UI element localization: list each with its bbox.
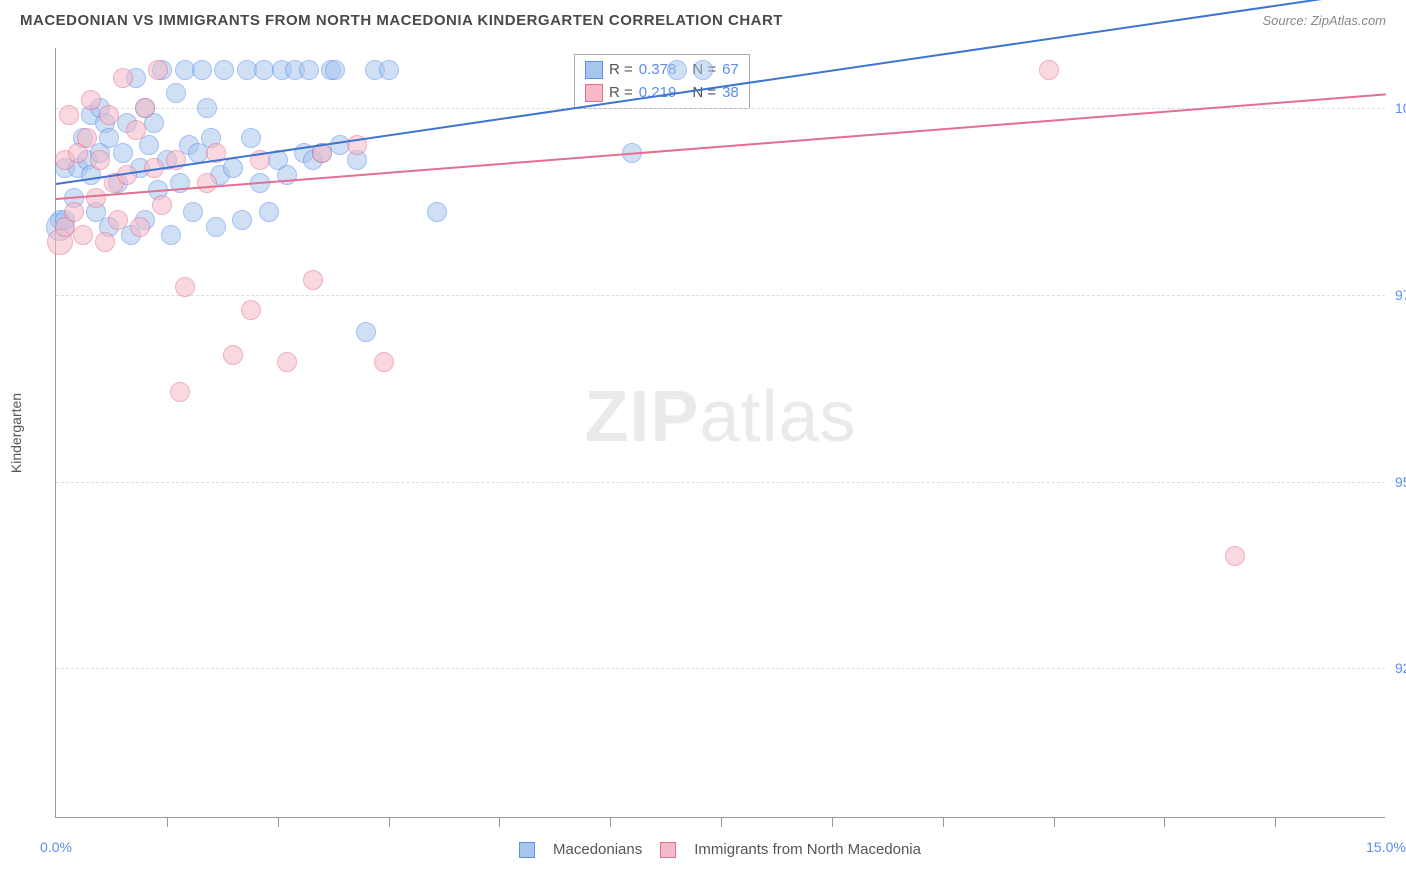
scatter-point [192,60,212,80]
scatter-point [108,210,128,230]
scatter-point [223,158,243,178]
scatter-point [374,352,394,372]
scatter-point [223,345,243,365]
legend-row: R =0.219N =38 [585,82,739,105]
x-tick [610,817,611,827]
scatter-point [1039,60,1059,80]
legend-n-label: N = [692,82,716,105]
legend-series-label: Macedonians [553,841,642,858]
scatter-point [299,60,319,80]
x-tick [1275,817,1276,827]
x-tick [499,817,500,827]
scatter-point [135,98,155,118]
scatter-point [99,105,119,125]
gridline [56,668,1385,669]
x-tick [832,817,833,827]
chart-title: MACEDONIAN VS IMMIGRANTS FROM NORTH MACE… [20,12,783,29]
scatter-point [379,60,399,80]
watermark: ZIPatlas [584,376,856,458]
scatter-point [356,322,376,342]
scatter-point [81,90,101,110]
scatter-point [161,225,181,245]
scatter-point [197,173,217,193]
legend-swatch [585,84,603,102]
y-tick-label: 95.0% [1395,474,1406,490]
gridline [56,482,1385,483]
gridline [56,295,1385,296]
scatter-point [139,135,159,155]
scatter-point [259,202,279,222]
scatter-point [1225,546,1245,566]
scatter-point [64,202,84,222]
y-tick-label: 92.5% [1395,660,1406,676]
scatter-point [152,195,172,215]
x-tick [1054,817,1055,827]
x-tick [167,817,168,827]
scatter-point [667,60,687,80]
legend-swatch [660,842,676,858]
scatter-point [175,277,195,297]
legend-r-label: R = [609,59,633,82]
scatter-point [86,188,106,208]
legend-swatch [519,842,535,858]
scatter-point [241,128,261,148]
x-tick [943,817,944,827]
scatter-point [59,105,79,125]
scatter-point [277,352,297,372]
scatter-point [73,225,93,245]
y-tick-label: 97.5% [1395,287,1406,303]
legend-series-label: Immigrants from North Macedonia [694,841,921,858]
scatter-point [170,382,190,402]
scatter-point [427,202,447,222]
legend-row: R =0.378N =67 [585,59,739,82]
x-tick-label: 15.0% [1366,839,1406,855]
legend-n-value: 67 [722,59,739,82]
x-tick [278,817,279,827]
scatter-point [95,232,115,252]
y-axis-label: Kindergarten [8,392,24,472]
scatter-point [303,270,323,290]
scatter-point [126,120,146,140]
chart-container: Kindergarten ZIPatlas R =0.378N =67R =0.… [55,48,1385,818]
scatter-point [325,60,345,80]
scatter-point [90,150,110,170]
source-label: Source: ZipAtlas.com [1262,13,1386,28]
legend-swatch [585,61,603,79]
x-tick [1164,817,1165,827]
scatter-point [197,98,217,118]
scatter-point [130,217,150,237]
scatter-point [241,300,261,320]
stats-legend: R =0.378N =67R =0.219N =38 [574,54,750,109]
scatter-point [214,60,234,80]
scatter-point [113,68,133,88]
scatter-point [206,217,226,237]
x-tick [721,817,722,827]
x-tick-label: 0.0% [40,839,72,855]
series-legend: Macedonians Immigrants from North Macedon… [519,841,921,858]
x-tick [389,817,390,827]
y-tick-label: 100.0% [1395,100,1406,116]
scatter-point [148,60,168,80]
scatter-point [113,143,133,163]
scatter-point [693,60,713,80]
scatter-point [77,128,97,148]
scatter-point [166,83,186,103]
scatter-point [183,202,203,222]
plot-area: Kindergarten ZIPatlas R =0.378N =67R =0.… [55,48,1385,818]
scatter-point [232,210,252,230]
